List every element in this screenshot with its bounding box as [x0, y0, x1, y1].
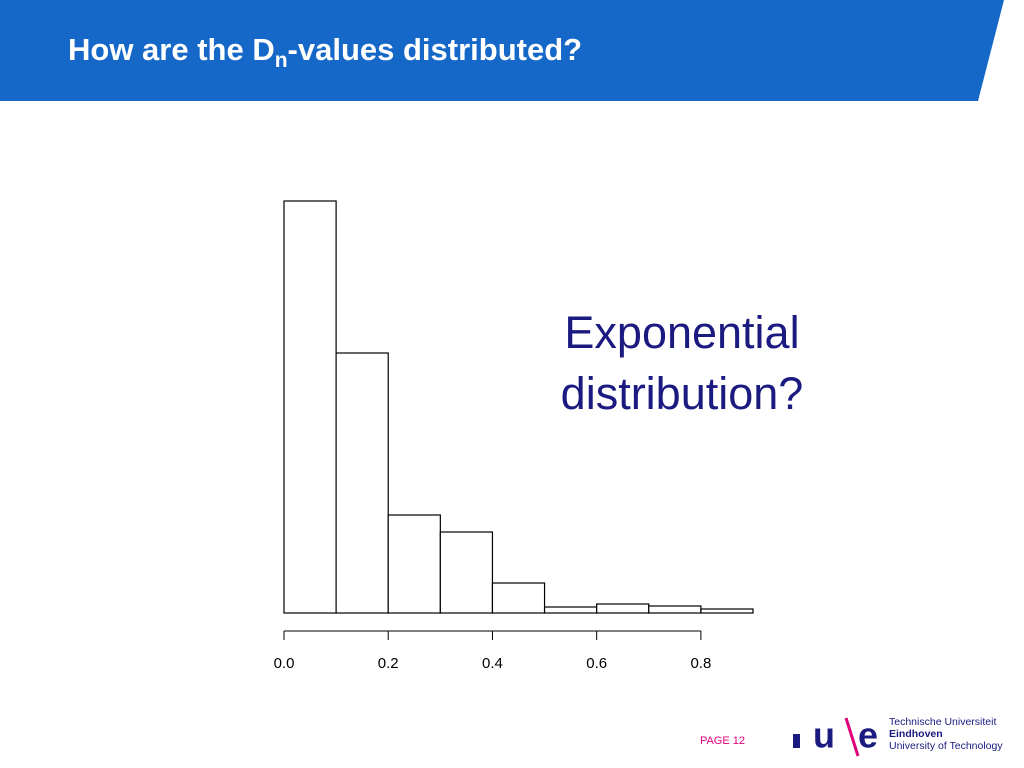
logo-block — [793, 734, 800, 748]
x-tick-label: 0.4 — [482, 655, 503, 672]
title-subscript: n — [275, 49, 288, 72]
bar — [596, 603, 650, 614]
logo-text: Eindhoven — [889, 728, 943, 740]
bar — [387, 514, 441, 614]
x-tick-label: 0.8 — [690, 655, 711, 672]
logo-letter: e — [858, 715, 878, 756]
bar — [439, 531, 494, 614]
title-part: How are the D — [68, 32, 275, 67]
logo-text: Technische Universiteit — [889, 716, 996, 728]
x-tick-label: 0.0 — [274, 655, 295, 672]
x-tick-label: 0.6 — [586, 655, 607, 672]
x-tick-label: 0.2 — [378, 655, 399, 672]
bar — [335, 352, 389, 614]
slide-title: How are the Dn-values distributed? — [68, 32, 582, 71]
logo-letter: u — [813, 715, 835, 756]
bar — [700, 608, 754, 614]
page-number: PAGE 12 — [700, 735, 745, 747]
header-band — [0, 0, 1004, 101]
bar — [283, 200, 337, 614]
bar — [648, 605, 702, 614]
logo-text: University of Technology — [889, 740, 1003, 752]
logo-slash — [844, 717, 860, 757]
bar — [491, 582, 546, 614]
annotation: distribution? — [561, 368, 804, 419]
title-part: -values distributed? — [288, 32, 583, 67]
bar — [543, 606, 598, 614]
annotation: Exponential — [564, 307, 799, 358]
